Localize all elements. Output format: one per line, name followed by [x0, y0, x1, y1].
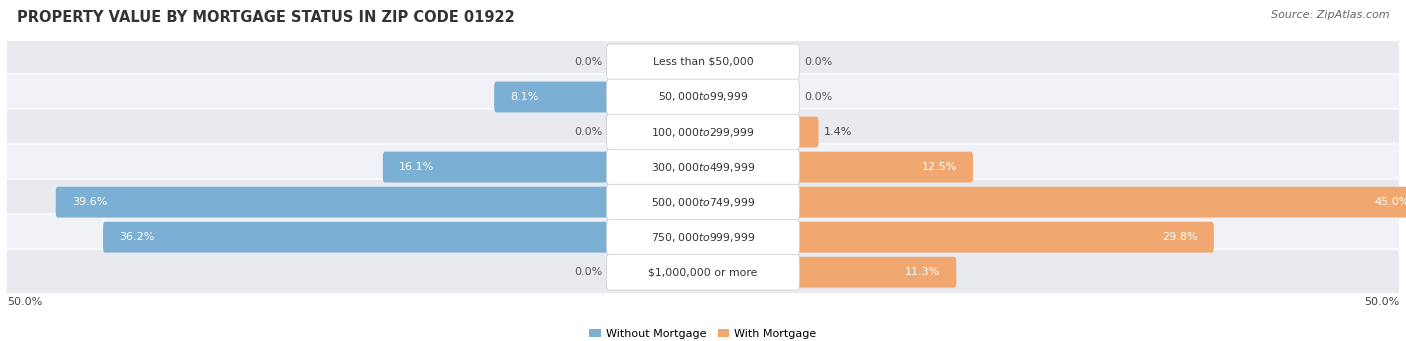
FancyBboxPatch shape [606, 44, 800, 80]
Text: 50.0%: 50.0% [1364, 297, 1399, 308]
FancyBboxPatch shape [103, 222, 612, 253]
FancyBboxPatch shape [794, 222, 1213, 253]
Text: $50,000 to $99,999: $50,000 to $99,999 [658, 90, 748, 104]
Text: 0.0%: 0.0% [574, 57, 602, 67]
Text: 50.0%: 50.0% [7, 297, 42, 308]
FancyBboxPatch shape [56, 187, 612, 218]
Text: $750,000 to $999,999: $750,000 to $999,999 [651, 231, 755, 244]
Text: 0.0%: 0.0% [574, 267, 602, 277]
FancyBboxPatch shape [3, 109, 1403, 155]
Text: 39.6%: 39.6% [72, 197, 107, 207]
FancyBboxPatch shape [794, 152, 973, 182]
FancyBboxPatch shape [606, 79, 800, 115]
Text: PROPERTY VALUE BY MORTGAGE STATUS IN ZIP CODE 01922: PROPERTY VALUE BY MORTGAGE STATUS IN ZIP… [17, 10, 515, 25]
FancyBboxPatch shape [794, 187, 1406, 218]
FancyBboxPatch shape [3, 74, 1403, 120]
Text: 8.1%: 8.1% [510, 92, 538, 102]
FancyBboxPatch shape [606, 184, 800, 220]
Text: 12.5%: 12.5% [922, 162, 957, 172]
FancyBboxPatch shape [3, 214, 1403, 260]
FancyBboxPatch shape [606, 114, 800, 150]
Text: Source: ZipAtlas.com: Source: ZipAtlas.com [1271, 10, 1389, 20]
FancyBboxPatch shape [606, 254, 800, 290]
FancyBboxPatch shape [794, 257, 956, 288]
Text: 0.0%: 0.0% [804, 57, 832, 67]
Text: $500,000 to $749,999: $500,000 to $749,999 [651, 196, 755, 209]
Legend: Without Mortgage, With Mortgage: Without Mortgage, With Mortgage [585, 324, 821, 341]
Text: $100,000 to $299,999: $100,000 to $299,999 [651, 125, 755, 138]
Text: $1,000,000 or more: $1,000,000 or more [648, 267, 758, 277]
Text: 29.8%: 29.8% [1163, 232, 1198, 242]
FancyBboxPatch shape [495, 81, 612, 113]
Text: 11.3%: 11.3% [905, 267, 941, 277]
Text: 0.0%: 0.0% [804, 92, 832, 102]
FancyBboxPatch shape [3, 39, 1403, 85]
FancyBboxPatch shape [794, 117, 818, 147]
FancyBboxPatch shape [3, 144, 1403, 190]
Text: $300,000 to $499,999: $300,000 to $499,999 [651, 161, 755, 174]
FancyBboxPatch shape [606, 219, 800, 255]
Text: Less than $50,000: Less than $50,000 [652, 57, 754, 67]
Text: 45.0%: 45.0% [1374, 197, 1406, 207]
Text: 0.0%: 0.0% [574, 127, 602, 137]
Text: 16.1%: 16.1% [399, 162, 434, 172]
FancyBboxPatch shape [3, 179, 1403, 225]
FancyBboxPatch shape [3, 249, 1403, 295]
FancyBboxPatch shape [606, 149, 800, 185]
Text: 36.2%: 36.2% [120, 232, 155, 242]
FancyBboxPatch shape [382, 152, 612, 182]
Text: 1.4%: 1.4% [824, 127, 852, 137]
